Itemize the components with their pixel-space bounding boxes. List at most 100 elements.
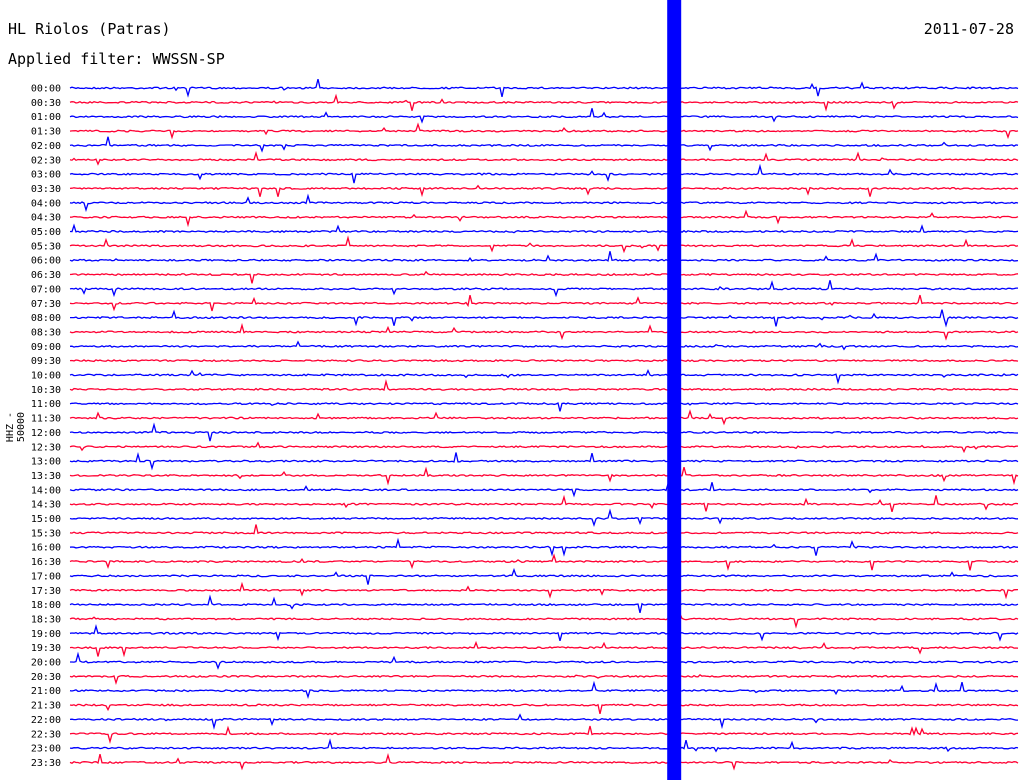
row-trace xyxy=(69,122,1019,140)
row-trace xyxy=(69,322,1019,341)
station-title: HL Riolos (Patras) xyxy=(8,20,171,38)
row-tick-label: 06:30 xyxy=(31,270,61,281)
date-label: 2011-07-28 xyxy=(923,20,1014,38)
row-trace xyxy=(69,640,1019,658)
row-trace xyxy=(69,466,1019,486)
row-trace xyxy=(69,78,1019,98)
row-tick-label: 22:30 xyxy=(31,729,61,740)
row-tick-label: 01:30 xyxy=(31,127,61,138)
row-tick-label: 02:00 xyxy=(31,141,61,152)
row-trace xyxy=(69,379,1019,391)
row-trace xyxy=(69,209,1019,228)
row-trace xyxy=(69,150,1019,166)
row-tick-label: 16:00 xyxy=(31,543,61,554)
row-trace xyxy=(69,251,1019,262)
row-tick-label: 00:30 xyxy=(31,98,61,109)
row-trace xyxy=(69,752,1019,771)
row-trace xyxy=(69,280,1018,298)
row-tick-label: 13:30 xyxy=(31,471,61,482)
row-tick-label: 10:00 xyxy=(31,371,61,382)
row-trace xyxy=(69,193,1019,213)
row-trace xyxy=(69,713,1018,730)
row-trace xyxy=(69,359,1019,363)
row-trace xyxy=(69,409,1019,426)
row-tick-label: 09:00 xyxy=(31,342,61,353)
row-tick-label: 17:30 xyxy=(31,586,61,597)
row-tick-label: 04:30 xyxy=(31,213,61,224)
row-trace xyxy=(69,481,1019,498)
row-trace xyxy=(69,108,1019,124)
row-tick-label: 19:30 xyxy=(31,643,61,654)
row-tick-label: 15:30 xyxy=(31,528,61,539)
row-trace xyxy=(69,223,1019,234)
row-tick-label: 02:30 xyxy=(31,155,61,166)
row-tick-label: 11:00 xyxy=(31,399,61,410)
row-tick-label: 23:30 xyxy=(31,758,61,769)
row-tick-label: 00:00 xyxy=(31,84,61,95)
row-trace xyxy=(69,594,1019,614)
row-trace xyxy=(70,651,1019,670)
row-tick-label: 12:30 xyxy=(31,442,61,453)
row-tick-label: 05:30 xyxy=(31,241,61,252)
row-tick-label: 16:30 xyxy=(31,557,61,568)
row-tick-label: 10:30 xyxy=(31,385,61,396)
row-tick-label: 08:00 xyxy=(31,313,61,324)
row-trace xyxy=(69,508,1019,527)
row-tick-label: 20:00 xyxy=(31,658,61,669)
row-trace xyxy=(69,680,1019,699)
row-trace xyxy=(69,402,1019,412)
row-trace xyxy=(69,184,1019,198)
row-tick-label: 09:30 xyxy=(31,356,61,367)
row-trace xyxy=(69,581,1019,600)
row-tick-label: 06:00 xyxy=(31,256,61,267)
row-trace xyxy=(69,270,1019,284)
row-trace xyxy=(69,612,1019,629)
row-trace xyxy=(69,725,1019,745)
row-tick-label: 12:00 xyxy=(31,428,61,439)
row-tick-label: 01:00 xyxy=(31,112,61,123)
row-trace xyxy=(69,369,1019,385)
row-tick-label: 04:00 xyxy=(31,198,61,209)
row-tick-label: 03:00 xyxy=(31,170,61,181)
row-tick-label: 17:00 xyxy=(31,571,61,582)
row-tick-label: 07:30 xyxy=(31,299,61,310)
row-trace xyxy=(70,309,1019,328)
row-tick-label: 14:30 xyxy=(31,500,61,511)
row-tick-label: 23:00 xyxy=(31,744,61,755)
row-trace xyxy=(69,294,1019,312)
row-trace xyxy=(69,340,1019,351)
row-tick-label: 14:00 xyxy=(31,485,61,496)
row-trace xyxy=(69,451,1019,471)
row-tick-label: 21:00 xyxy=(31,686,61,697)
row-trace xyxy=(69,553,1019,571)
row-trace xyxy=(69,537,1018,557)
row-tick-label: 15:00 xyxy=(31,514,61,525)
row-trace xyxy=(69,235,1019,254)
row-tick-label: 20:30 xyxy=(31,672,61,683)
row-trace xyxy=(69,422,1018,442)
row-trace xyxy=(69,494,1019,512)
row-trace xyxy=(69,673,1019,685)
row-tick-label: 07:00 xyxy=(31,284,61,295)
row-tick-label: 11:30 xyxy=(31,414,61,425)
row-trace xyxy=(69,738,1019,753)
row-trace xyxy=(69,163,1019,184)
row-tick-label: 21:30 xyxy=(31,701,61,712)
row-tick-label: 08:30 xyxy=(31,327,61,338)
row-trace xyxy=(69,524,1019,535)
row-trace xyxy=(69,700,1019,715)
row-trace xyxy=(69,93,1019,112)
row-tick-label: 22:00 xyxy=(31,715,61,726)
row-tick-label: 18:00 xyxy=(31,600,61,611)
row-tick-label: 03:30 xyxy=(31,184,61,195)
filter-label: Applied filter: WWSSN-SP xyxy=(8,50,225,68)
row-trace xyxy=(69,136,1019,153)
row-tick-label: 18:30 xyxy=(31,614,61,625)
row-trace xyxy=(69,567,1019,585)
row-tick-label: 13:00 xyxy=(31,457,61,468)
row-trace xyxy=(69,624,1019,642)
row-tick-label: 19:00 xyxy=(31,629,61,640)
row-trace xyxy=(69,441,1019,454)
major-event-band xyxy=(667,0,682,780)
